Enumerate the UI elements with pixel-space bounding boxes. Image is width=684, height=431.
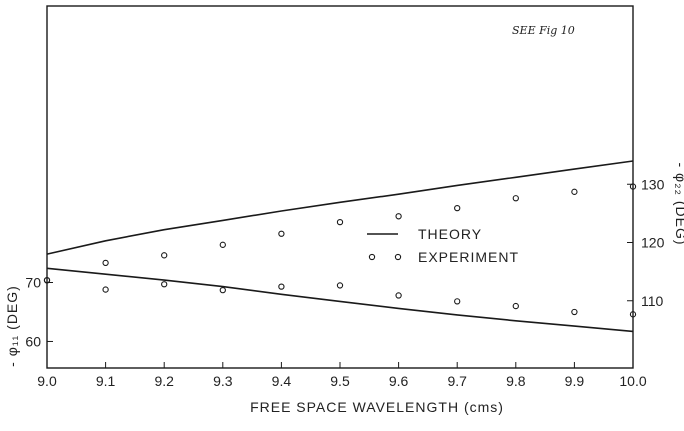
experiment-right-point	[571, 188, 578, 195]
right-tick-label: 120	[641, 235, 665, 251]
left-tick-label: 60	[25, 333, 41, 349]
legend-experiment-marker-1	[368, 253, 376, 261]
right-axis-title: - φ₂₂ (DEG)	[673, 162, 684, 245]
x-tick-label: 9.6	[389, 373, 409, 389]
legend-theory-label: THEORY	[418, 226, 482, 242]
experiment-left-point	[278, 283, 285, 290]
x-tick-label: 9.1	[96, 373, 116, 389]
x-tick-label: 9.4	[272, 373, 292, 389]
left-axis-ticks: 60 70	[25, 274, 53, 349]
experiment-left-point	[102, 286, 109, 293]
experiment-left-point	[454, 298, 461, 305]
experiment-left-point	[161, 281, 168, 288]
x-tick-label: 9.7	[447, 373, 467, 389]
x-tick-label: 9.0	[37, 373, 57, 389]
experiment-right-point	[278, 230, 285, 237]
theory-right-line	[46, 160, 634, 255]
x-tick-label: 9.5	[330, 373, 350, 389]
x-tick-label: 9.3	[213, 373, 233, 389]
experiment-right-point	[629, 183, 637, 190]
x-tick-label: 10.0	[619, 373, 646, 389]
figure-note: SEE Fig 10	[512, 24, 575, 37]
series-layer	[43, 160, 637, 333]
experiment-right-point	[161, 252, 168, 259]
experiment-right-point	[219, 241, 226, 248]
x-axis-ticks: 9.0 9.1 9.2 9.3 9.4 9.5 9.6 9.7 9.8 9.9 10.0	[37, 362, 647, 389]
x-axis-title: FREE SPACE WAVELENGTH (cms)	[250, 399, 504, 415]
right-tick-label: 110	[641, 293, 664, 309]
experiment-left-point	[512, 302, 519, 310]
x-tick-label: 9.2	[154, 373, 174, 389]
legend-experiment-marker-2	[394, 253, 402, 261]
experiment-right-point	[395, 213, 402, 220]
experiment-right-point	[454, 204, 461, 212]
experiment-right-point	[336, 218, 344, 226]
x-tick-label: 9.9	[565, 373, 585, 389]
left-tick-label: 70	[25, 274, 41, 290]
experiment-left-point	[395, 292, 402, 299]
plot-frame	[46, 5, 634, 369]
x-tick-label: 9.8	[506, 373, 526, 389]
left-axis-title: - φ₁₁ (DEG)	[4, 285, 20, 367]
experiment-right-point	[512, 195, 519, 202]
theory-left-line	[46, 267, 634, 333]
experiment-right-point	[43, 277, 51, 284]
plot-border	[46, 5, 634, 369]
experiment-right-point	[102, 259, 109, 267]
experiment-left-point	[336, 282, 344, 289]
right-tick-label: 130	[641, 176, 665, 192]
experiment-left-point	[219, 287, 226, 294]
legend: THEORY EXPERIMENT	[367, 226, 519, 265]
right-axis-ticks: 110 120 130	[627, 176, 665, 309]
experiment-left-point	[629, 311, 637, 318]
experiment-left-point	[571, 308, 578, 316]
legend-experiment-label: EXPERIMENT	[418, 249, 519, 265]
